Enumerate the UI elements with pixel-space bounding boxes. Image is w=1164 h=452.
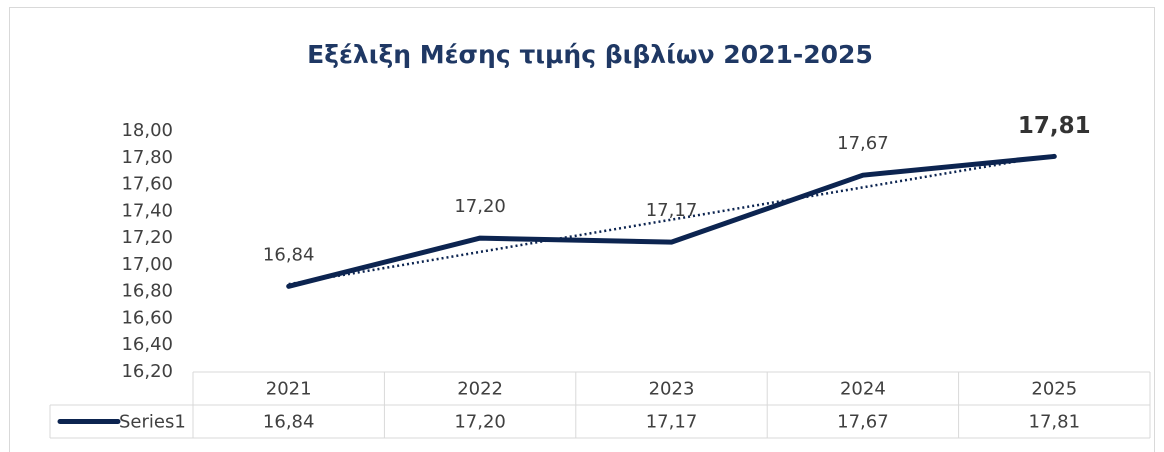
x-tick-label: 2025 xyxy=(1031,379,1077,400)
chart-title: Εξέλιξη Μέσης τιμής βιβλίων 2021-2025 xyxy=(307,40,873,69)
chart-frame xyxy=(9,7,1155,452)
y-tick-label: 16,40 xyxy=(121,334,173,355)
x-tick-label: 2024 xyxy=(840,379,886,400)
y-tick-label: 17,00 xyxy=(121,254,173,275)
table-value: 17,81 xyxy=(1029,412,1081,433)
y-tick-label: 16,60 xyxy=(121,307,173,328)
y-tick-label: 18,00 xyxy=(121,120,173,141)
y-tick-label: 17,40 xyxy=(121,200,173,221)
y-tick-label: 17,20 xyxy=(121,227,173,248)
x-tick-label: 2023 xyxy=(649,379,695,400)
x-tick-label: 2022 xyxy=(457,379,503,400)
data-label: 16,84 xyxy=(263,244,315,265)
series-line xyxy=(286,153,1057,289)
x-tick-label: 2021 xyxy=(266,379,312,400)
data-label: 17,20 xyxy=(454,196,506,217)
y-tick-label: 16,80 xyxy=(121,281,173,302)
table-value: 16,84 xyxy=(263,412,315,433)
data-label: 17,67 xyxy=(837,133,889,154)
y-tick-label: 17,60 xyxy=(121,174,173,195)
table-value: 17,20 xyxy=(454,412,506,433)
table-value: 17,17 xyxy=(646,412,698,433)
table-value: 17,67 xyxy=(837,412,889,433)
y-tick-label: 17,80 xyxy=(121,147,173,168)
y-tick-label: 16,20 xyxy=(121,361,173,382)
data-label: 17,17 xyxy=(646,200,698,221)
data-label: 17,81 xyxy=(1018,113,1091,139)
legend-label: Series1 xyxy=(119,412,186,433)
